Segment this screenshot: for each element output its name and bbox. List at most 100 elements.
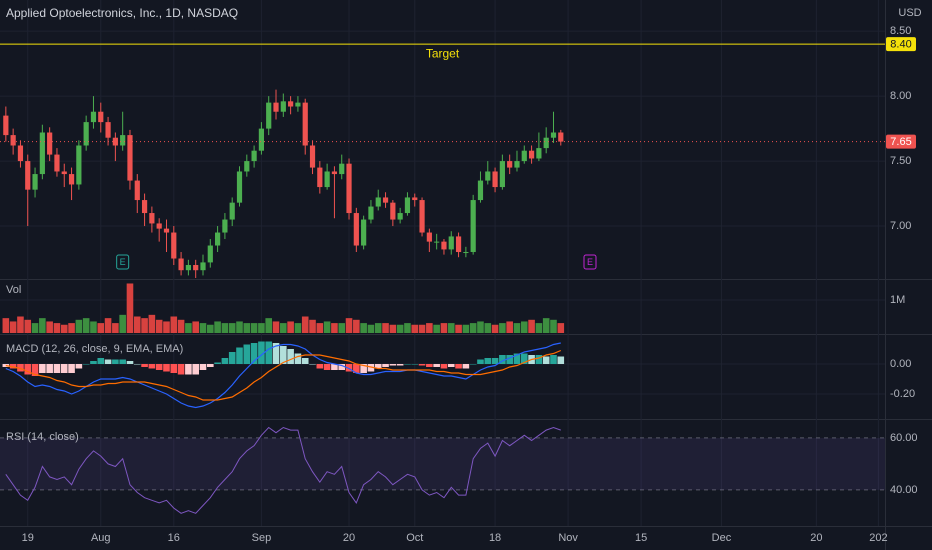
macd-histogram-bar (550, 355, 557, 364)
volume-bar (170, 316, 178, 333)
candle-body (127, 135, 133, 181)
y-tick-label: 7.00 (890, 220, 911, 232)
y-tick-label: -0.20 (890, 388, 915, 400)
candle-body (426, 232, 432, 242)
volume-bar (221, 323, 229, 333)
volume-bar (426, 323, 433, 333)
volume-bar (338, 323, 346, 333)
candle-body (558, 132, 564, 142)
volume-bar (280, 323, 287, 333)
macd-histogram-bar (97, 358, 105, 364)
volume-bar (104, 318, 112, 333)
macd-histogram-bar (418, 364, 426, 366)
macd-histogram-bar (112, 359, 119, 364)
candle-body (39, 132, 45, 175)
candle-body (514, 161, 520, 168)
volume-bar (550, 319, 557, 333)
x-tick-label: 18 (489, 532, 501, 544)
labels: Applied Optoelectronics, Inc., 1D, NASDA… (6, 6, 922, 544)
volume-bar (24, 319, 32, 333)
candle-body (25, 161, 31, 190)
candle-body (485, 171, 491, 181)
candle-body (309, 145, 316, 168)
candle-body (207, 245, 213, 263)
y-tick-label: 7.50 (890, 155, 911, 167)
candle-body (353, 213, 359, 246)
earnings-label: E (120, 257, 126, 267)
macd-histogram-bar (411, 364, 419, 365)
volume-bar (345, 318, 353, 333)
x-tick-label: 202 (869, 532, 887, 544)
macd-histogram-bar (294, 353, 302, 364)
macd-histogram-bar (426, 364, 433, 367)
macd-line (5, 342, 561, 409)
x-tick-label: 16 (168, 532, 180, 544)
candle-body (528, 150, 535, 159)
y-tick-label: 60.00 (890, 432, 918, 444)
candle-body (200, 262, 206, 271)
volume-bar (119, 314, 126, 333)
macd-histogram-bar (396, 364, 404, 366)
macd-histogram-bar (258, 341, 265, 364)
volume-bar (163, 321, 170, 333)
candle-body (3, 115, 9, 136)
candle-body (550, 132, 557, 138)
macd-histogram-bar (301, 358, 309, 364)
macd-histogram-bar (90, 361, 97, 364)
macd-histogram-bar (133, 364, 141, 365)
candle-body (266, 102, 272, 129)
candle-body (368, 206, 374, 220)
volume-bar (2, 318, 10, 333)
pane-title: MACD (12, 26, close, 9, EMA, EMA) (6, 343, 183, 355)
volume-bar (31, 323, 39, 333)
candle-body (273, 102, 279, 112)
volume-bar (389, 324, 397, 333)
y-tick-label: 40.00 (890, 484, 918, 496)
volume-bar (53, 323, 61, 333)
candle-body (193, 265, 199, 271)
candle-body (236, 171, 243, 203)
volume-bar (75, 319, 83, 333)
candle-body (214, 232, 221, 246)
macd-histogram-bar (236, 347, 243, 364)
volume-bar (323, 321, 331, 333)
macd-histogram-bar (39, 364, 46, 373)
candle-body (120, 135, 126, 146)
volume-bar (447, 323, 455, 333)
candle-body (295, 102, 301, 107)
candle-body (499, 161, 505, 188)
volume-bar (112, 323, 119, 333)
macd-histogram-bar (214, 362, 221, 364)
volume-bar (97, 323, 105, 333)
macd-histogram-bar (163, 364, 170, 372)
volume-bar (528, 319, 535, 333)
last-price-label: 7.65 (890, 136, 911, 148)
volume-bar (192, 321, 199, 333)
volume-bar (440, 323, 448, 333)
volume-bar (199, 323, 207, 333)
macd-histogram-bar (155, 364, 163, 370)
candle-body (134, 180, 140, 201)
macd-histogram-bar (469, 364, 477, 365)
volume-bar (360, 323, 367, 333)
earnings-label: E (587, 257, 593, 267)
target-label: Target (426, 46, 460, 60)
volume-bar (316, 323, 324, 333)
volume-bar (148, 314, 156, 333)
volume-bar (228, 323, 236, 333)
candle-body (141, 200, 148, 214)
rsi-band (0, 437, 885, 490)
macd-histogram-bar (360, 364, 367, 373)
volume-bar (382, 323, 389, 333)
volume-bar (90, 321, 97, 333)
macd-histogram-bar (68, 364, 75, 373)
candle-body (32, 174, 38, 190)
x-tick-label: 19 (22, 532, 34, 544)
volume-bar (82, 318, 90, 333)
macd-histogram-bar (353, 364, 360, 373)
macd-histogram-bar (535, 355, 543, 364)
macd-histogram-bar (338, 364, 346, 370)
volume-bar (513, 323, 521, 333)
candle-body (251, 150, 257, 162)
volume-bar (126, 283, 134, 333)
